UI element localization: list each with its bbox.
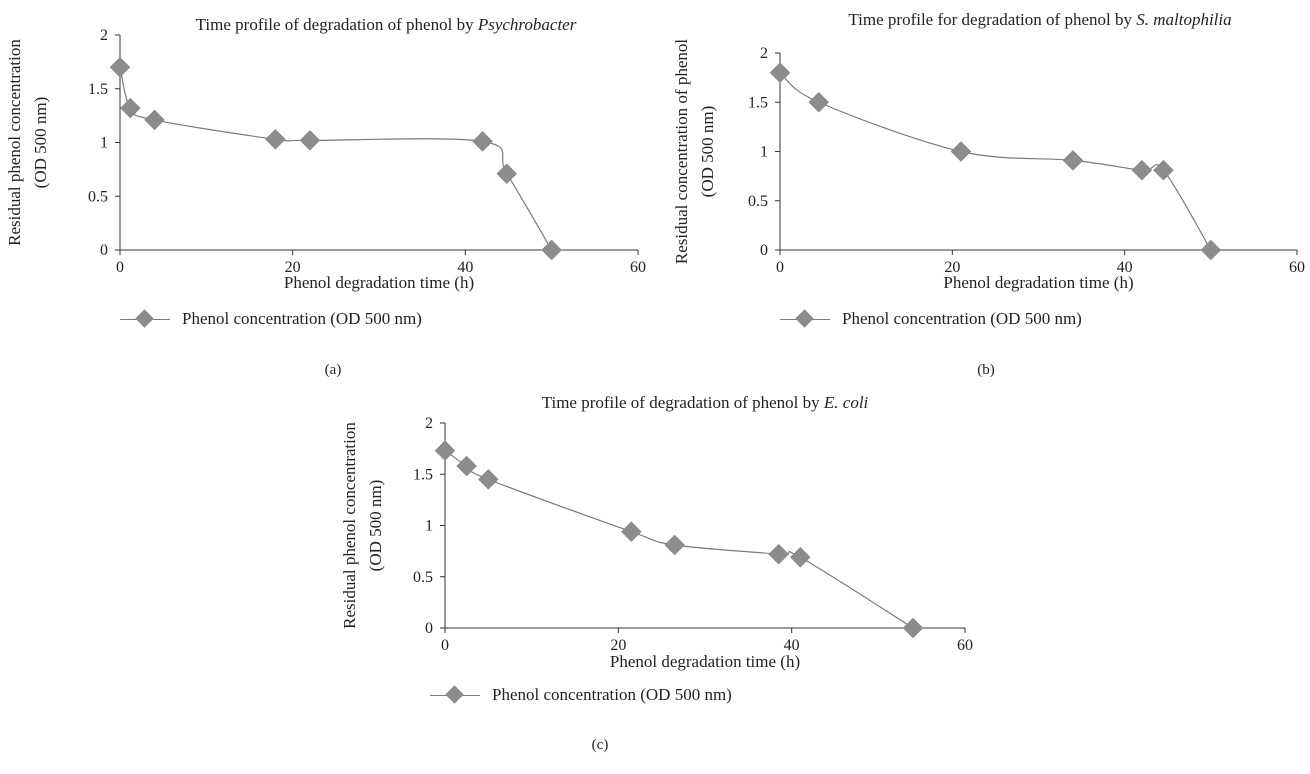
chart-c-y-axis-label-1: Residual phenol concentration	[340, 422, 359, 629]
y-tick-label: 0	[760, 242, 768, 259]
data-point-marker	[472, 131, 493, 152]
y-tick-label: 2	[100, 27, 108, 44]
chart-a-panel-label: (a)	[324, 362, 342, 378]
chart-a-plot: Time profile of degradation of phenol by…	[5, 15, 646, 292]
y-tick-label: 0.5	[413, 569, 433, 586]
data-point-marker	[144, 109, 165, 131]
x-tick-label: 0	[441, 637, 449, 654]
data-point-marker	[902, 617, 924, 639]
x-tick-label: 40	[784, 637, 800, 654]
chart-b-legend-label: Phenol concentration (OD 500 nm)	[842, 309, 1082, 328]
data-point-marker	[299, 129, 321, 151]
diamond-marker-icon	[120, 309, 170, 329]
x-tick-label: 40	[457, 259, 473, 276]
x-tick-label: 20	[285, 259, 301, 276]
data-point-marker	[769, 62, 791, 84]
y-tick-label: 1	[425, 518, 433, 535]
y-tick-label: 1.5	[413, 466, 433, 483]
x-tick-label: 20	[944, 259, 960, 276]
chart-b-y-axis-label-1: Residual concentration of phenol	[672, 39, 691, 264]
data-point-marker	[477, 469, 499, 490]
chart-a-y-axis-label-2: (OD 500 nm)	[31, 97, 50, 189]
y-tick-label: 0	[425, 620, 433, 637]
chart-a-legend-label: Phenol concentration (OD 500 nm)	[182, 309, 422, 328]
data-point-marker	[808, 91, 830, 113]
data-point-marker	[1200, 239, 1222, 261]
chart-b-plot: Time profile for degradation of phenol b…	[672, 10, 1305, 292]
x-tick-label: 60	[1289, 259, 1305, 276]
x-tick-label: 40	[1117, 259, 1133, 276]
data-point-marker	[265, 128, 286, 150]
chart-c-title-organism: E. coli	[823, 393, 869, 412]
y-tick-label: 1	[100, 135, 108, 152]
chart-panel-a: Time profile of degradation of phenol by…	[0, 0, 660, 400]
chart-b-x-axis-label: Phenol degradation time (h)	[943, 273, 1133, 292]
chart-c-x-axis-label: Phenol degradation time (h)	[610, 652, 800, 671]
data-point-marker	[434, 440, 456, 462]
data-point-marker	[496, 163, 518, 185]
y-tick-label: 1.5	[88, 81, 108, 98]
data-point-marker	[664, 534, 686, 556]
chart-a-series-line	[119, 67, 553, 251]
chart-b-legend: Phenol concentration (OD 500 nm)	[780, 307, 1082, 331]
y-tick-label: 0.5	[748, 193, 768, 210]
x-tick-label: 60	[957, 637, 973, 654]
data-point-marker	[1062, 150, 1084, 171]
chart-c-legend-label: Phenol concentration (OD 500 nm)	[492, 685, 732, 704]
x-tick-label: 60	[630, 259, 646, 276]
chart-b-title: Time profile for degradation of phenol b…	[848, 10, 1231, 29]
y-tick-label: 2	[760, 45, 768, 62]
data-point-marker	[620, 521, 642, 543]
data-point-marker	[1153, 159, 1174, 181]
data-point-marker	[541, 239, 563, 261]
x-tick-label: 0	[116, 259, 124, 276]
chart-a-legend: Phenol concentration (OD 500 nm)	[120, 307, 422, 331]
chart-b-series-line	[779, 72, 1212, 251]
chart-c-plot: Time profile of degradation of phenol by…	[340, 393, 973, 671]
y-tick-label: 2	[425, 415, 433, 432]
chart-b-panel-label: (b)	[977, 362, 995, 378]
chart-c-legend: Phenol concentration (OD 500 nm)	[430, 683, 732, 707]
chart-c-title: Time profile of degradation of phenol by…	[542, 393, 869, 412]
diamond-marker-icon	[430, 685, 480, 705]
chart-panel-b: Time profile for degradation of phenol b…	[660, 0, 1310, 400]
chart-a-x-axis-label: Phenol degradation time (h)	[284, 273, 474, 292]
chart-panel-c: Time profile of degradation of phenol by…	[330, 385, 1010, 774]
data-point-marker	[789, 546, 811, 568]
y-tick-label: 0.5	[88, 188, 108, 205]
data-point-marker	[950, 141, 972, 162]
chart-b-y-axis-label-2: (OD 500 nm)	[698, 106, 717, 198]
chart-a-title-organism: Psychrobacter	[477, 15, 577, 34]
chart-c-y-axis-label-2: (OD 500 nm)	[366, 480, 385, 572]
data-point-marker	[120, 97, 141, 119]
data-point-marker	[768, 543, 790, 565]
x-tick-label: 0	[776, 259, 784, 276]
y-tick-label: 0	[100, 242, 108, 259]
diamond-marker-icon	[780, 309, 830, 329]
y-tick-label: 1	[760, 144, 768, 161]
data-point-marker	[456, 455, 478, 477]
chart-a-title: Time profile of degradation of phenol by…	[196, 15, 577, 34]
data-point-marker	[1131, 159, 1153, 181]
data-point-marker	[109, 56, 131, 78]
chart-c-panel-label: (c)	[591, 737, 609, 753]
x-tick-label: 20	[610, 637, 626, 654]
chart-b-title-organism: S. maltophilia	[1136, 10, 1231, 29]
y-tick-label: 1.5	[748, 94, 768, 111]
chart-a-y-axis-label-1: Residual phenol concentration	[5, 39, 24, 246]
